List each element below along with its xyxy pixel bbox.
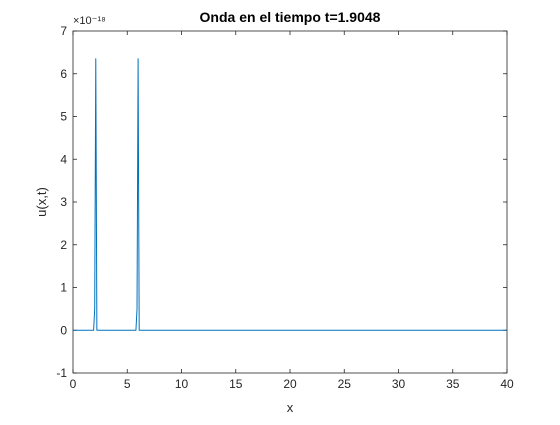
series-group <box>73 58 507 331</box>
x-tick-label: 30 <box>392 377 406 391</box>
x-tick-label: 20 <box>283 377 297 391</box>
y-tick-label: 1 <box>60 281 67 295</box>
x-tick-label: 25 <box>338 377 352 391</box>
y-tick-label: 0 <box>60 323 67 337</box>
plot-area <box>73 31 507 373</box>
y-tick-label: 4 <box>60 152 67 166</box>
y-tick-label: 5 <box>60 110 67 124</box>
y-tick-label: -1 <box>56 366 67 380</box>
x-tick-label: 5 <box>124 377 131 391</box>
x-axis-label: x <box>287 400 294 415</box>
chart-title: Onda en el tiempo t=1.9048 <box>200 9 381 25</box>
x-tick-label: 35 <box>446 377 460 391</box>
y-tick-label: 2 <box>60 238 67 252</box>
y-tick-label: 6 <box>60 67 67 81</box>
x-tick-label: 0 <box>70 377 77 391</box>
x-tick-label: 40 <box>500 377 514 391</box>
y-exponent-label: ×10⁻¹⁸ <box>73 15 106 27</box>
wave-line <box>73 58 507 331</box>
x-tick-label: 10 <box>175 377 189 391</box>
y-axis-label: u(x,t) <box>34 187 49 217</box>
x-tick-label: 15 <box>229 377 243 391</box>
y-tick-label: 3 <box>60 195 67 209</box>
axes-box <box>72 30 508 374</box>
y-tick-label: 7 <box>60 24 67 38</box>
